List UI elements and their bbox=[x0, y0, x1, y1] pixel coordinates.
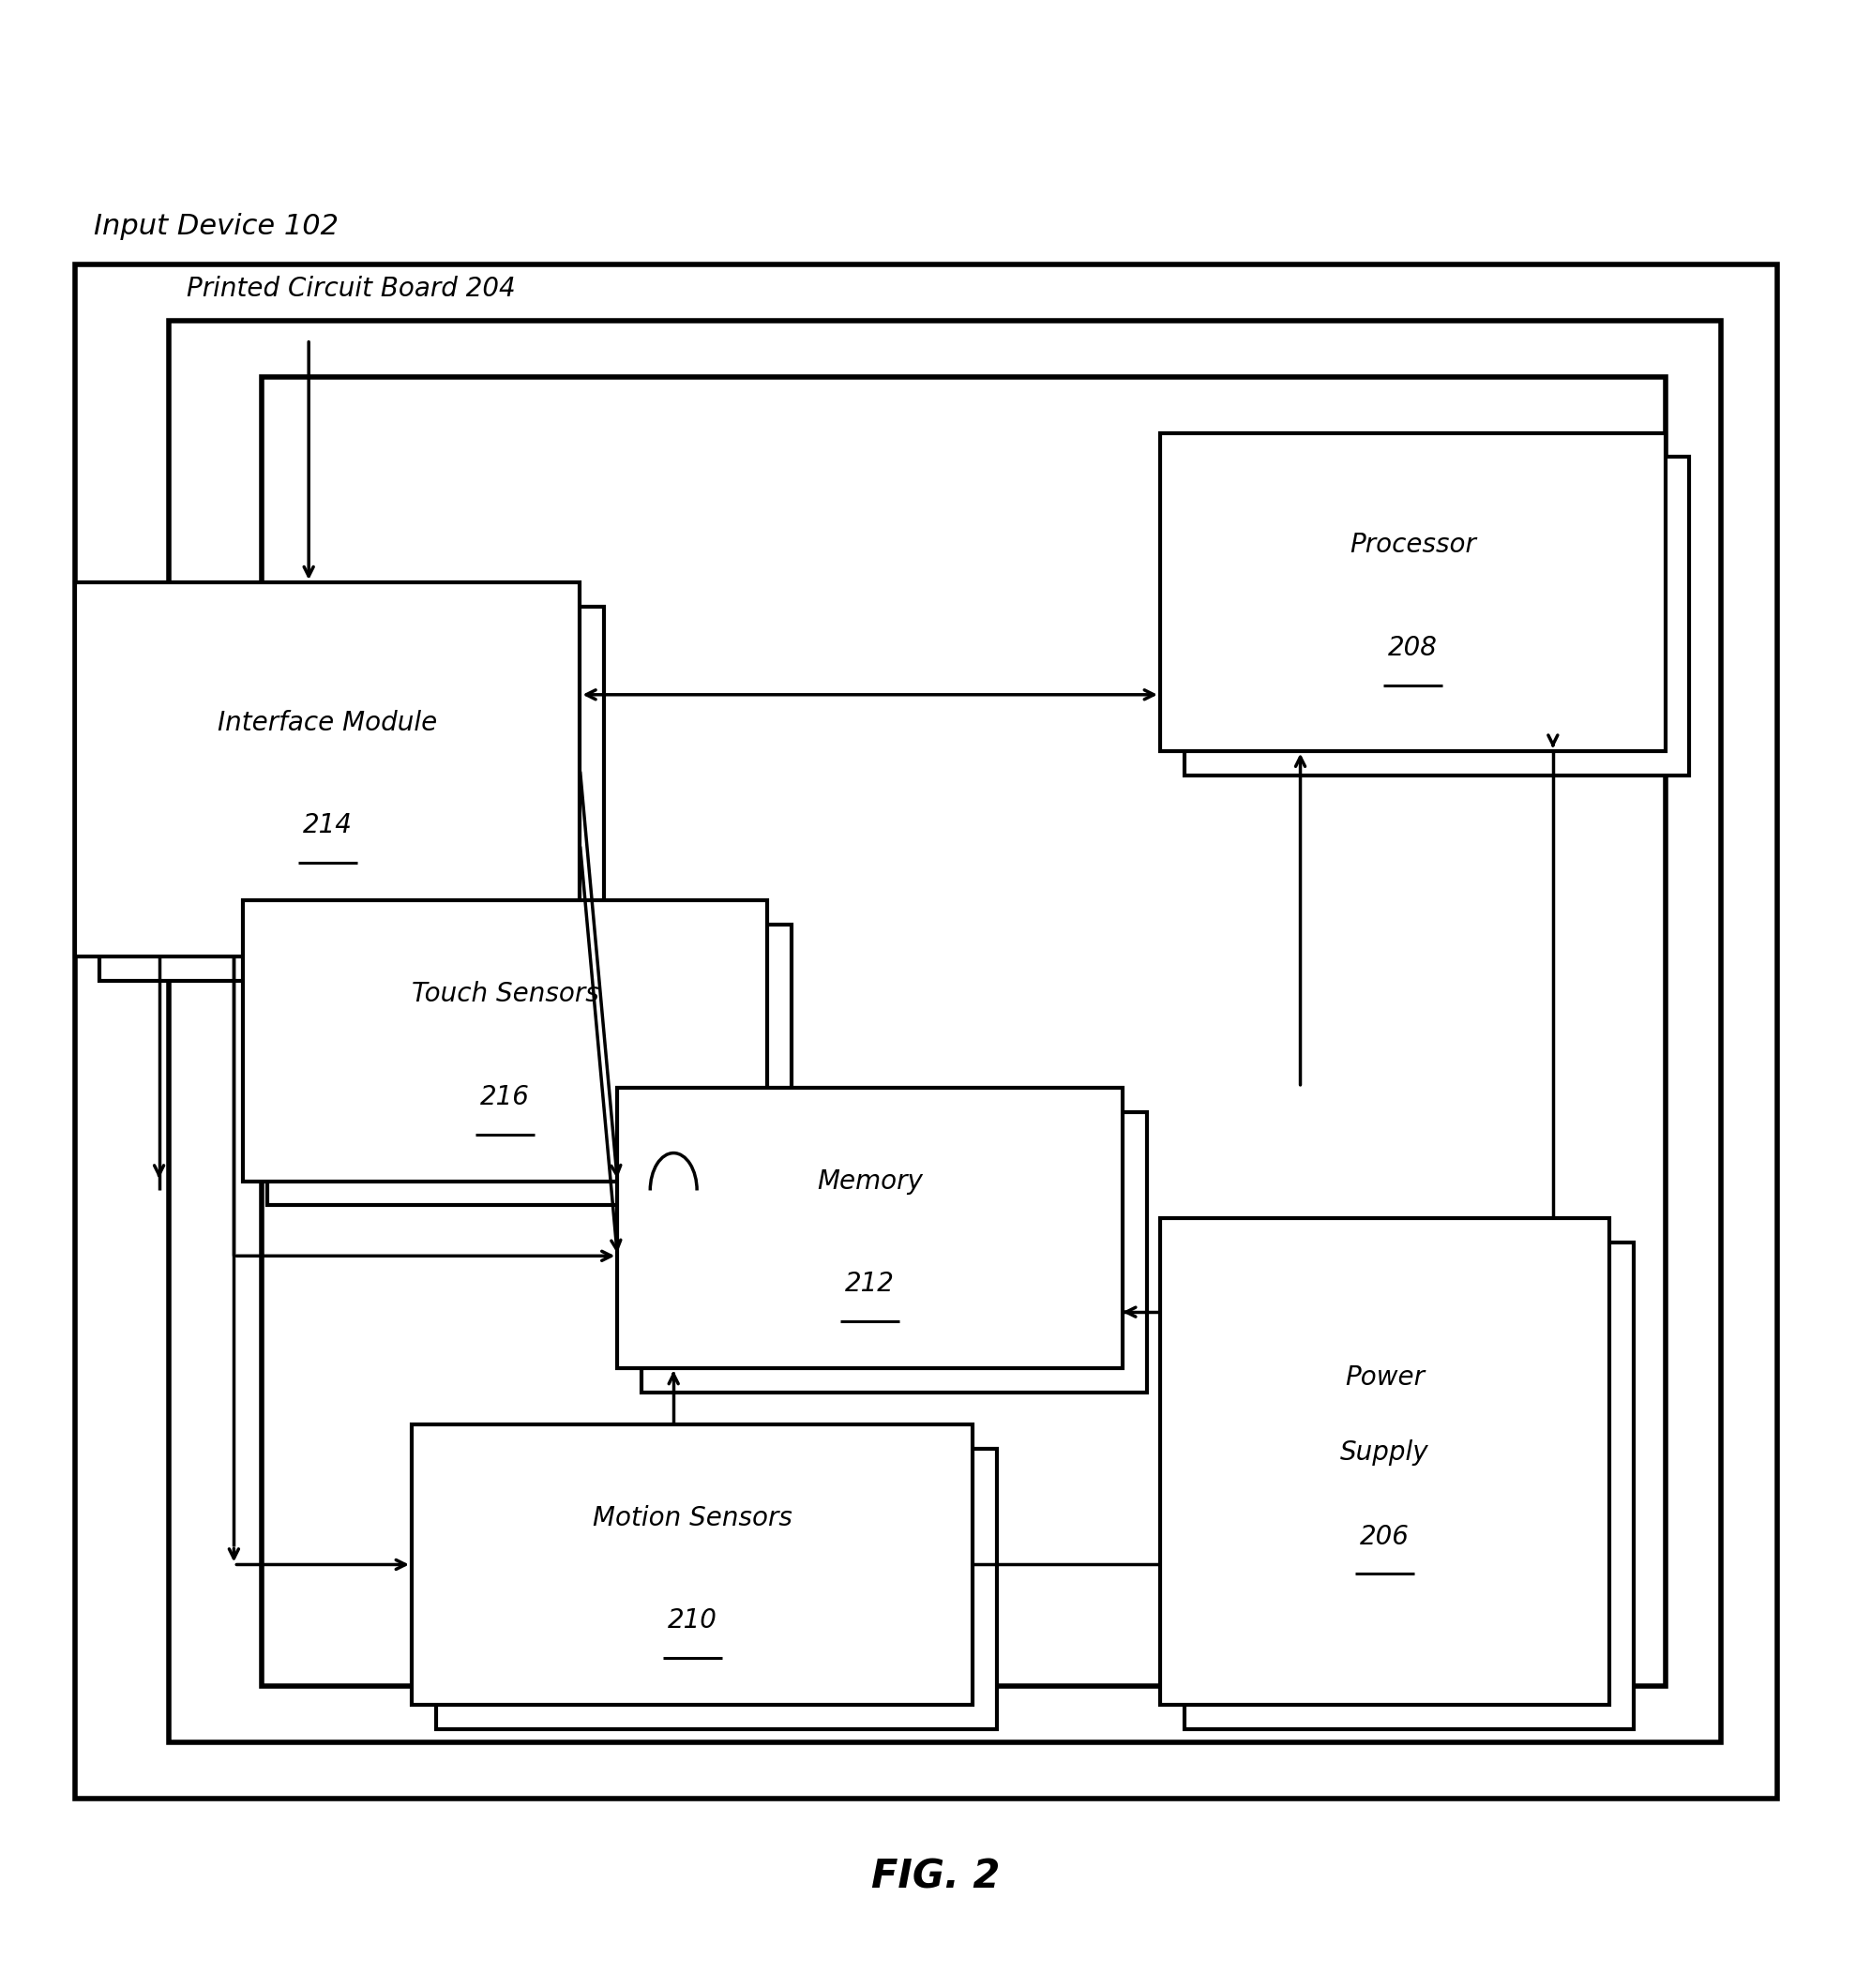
Bar bbox=[436, 1449, 997, 1730]
Text: Supply: Supply bbox=[1340, 1439, 1429, 1465]
Bar bbox=[262, 376, 1665, 1686]
Text: 210: 210 bbox=[668, 1608, 717, 1634]
Text: Motion Sensors: Motion Sensors bbox=[593, 1505, 791, 1531]
Bar bbox=[1184, 1242, 1633, 1730]
Bar bbox=[75, 582, 580, 956]
Bar bbox=[268, 924, 791, 1205]
Text: 212: 212 bbox=[846, 1270, 894, 1296]
Bar bbox=[642, 1111, 1147, 1392]
Bar bbox=[243, 901, 767, 1181]
Bar bbox=[1184, 457, 1690, 775]
Text: Power: Power bbox=[1345, 1364, 1424, 1392]
Bar bbox=[99, 606, 604, 980]
Text: 206: 206 bbox=[1360, 1523, 1409, 1551]
Text: FIG. 2: FIG. 2 bbox=[872, 1857, 999, 1897]
Text: Memory: Memory bbox=[818, 1169, 922, 1195]
Bar bbox=[412, 1423, 973, 1706]
Bar bbox=[1160, 433, 1665, 751]
Text: 216: 216 bbox=[481, 1083, 529, 1109]
Text: 214: 214 bbox=[303, 813, 352, 839]
Text: Interface Module: Interface Module bbox=[217, 710, 438, 736]
Text: Touch Sensors: Touch Sensors bbox=[412, 980, 599, 1008]
Text: Printed Circuit Board 204: Printed Circuit Board 204 bbox=[187, 276, 516, 302]
Bar bbox=[75, 264, 1777, 1799]
Bar bbox=[617, 1087, 1123, 1368]
Text: Processor: Processor bbox=[1349, 533, 1476, 559]
Bar bbox=[1160, 1219, 1609, 1706]
Text: 208: 208 bbox=[1388, 634, 1437, 662]
Text: Input Device 102: Input Device 102 bbox=[94, 213, 339, 241]
Bar bbox=[168, 320, 1721, 1741]
